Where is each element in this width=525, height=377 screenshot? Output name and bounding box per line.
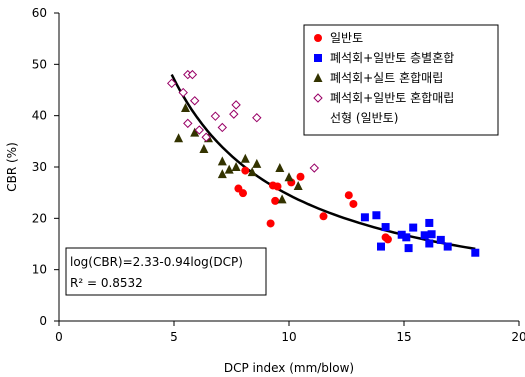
data-point [277,194,287,204]
x-tick-label: 20 [511,330,525,344]
y-tick-label: 50 [32,57,47,71]
data-point [443,242,452,251]
equation-frame [65,247,267,296]
data-point [381,223,390,232]
equation-text: log(CBR)=2.33-0.94log(DCP) [70,255,243,269]
legend-label: 폐석회+일반토 층별혼합 [330,51,454,65]
legend-label: 폐석회+실트 혼합매립 [330,71,443,85]
data-point [309,163,320,173]
y-tick-label: 0 [39,314,47,328]
legend-marker [314,34,322,42]
x-tick-label: 0 [55,330,63,344]
data-point [229,109,239,119]
y-tick-label: 60 [32,6,47,20]
data-point [425,239,434,248]
data-point [217,169,227,179]
data-point [372,211,381,220]
data-point [273,182,282,191]
r-squared-text: R² = 0.8532 [70,276,143,290]
data-point [217,156,227,166]
y-tick-label: 20 [32,211,47,225]
y-axis-title: CBR (%) [5,142,19,192]
data-point [174,133,184,143]
data-point [383,235,392,244]
y-tick-label: 10 [32,263,47,277]
y-axis-ticks: 0 10 20 30 40 50 60 [32,6,59,328]
data-point [420,231,429,240]
x-tick-label: 5 [170,330,178,344]
x-tick-label: 15 [396,330,411,344]
data-point [247,167,257,177]
data-point [231,100,241,110]
data-point [425,218,434,227]
data-point [224,164,234,174]
x-axis-ticks: 0 5 10 15 20 [55,321,525,344]
y-tick-label: 30 [32,160,47,174]
y-tick-label: 40 [32,109,47,123]
data-point [404,244,413,253]
legend-marker [314,54,322,62]
data-point [166,78,177,89]
data-point [349,199,358,208]
data-point [240,153,250,163]
data-point [296,172,305,181]
data-point [239,189,247,198]
data-point [189,96,200,106]
data-point [194,125,205,135]
data-point [436,235,445,244]
data-points [166,69,480,257]
data-point [397,230,406,239]
data-point [190,127,200,137]
data-point [319,212,328,221]
data-point [409,223,418,232]
data-point [360,213,369,222]
data-point [181,102,190,112]
data-point [271,196,280,205]
legend-marker [313,73,323,82]
data-point [217,122,228,133]
data-point [293,180,303,190]
fit-line [170,74,476,251]
data-point [266,219,275,228]
data-point [427,230,436,239]
data-point [199,144,209,154]
data-point [252,158,262,168]
legend-label: 일반토 [330,31,363,45]
data-point [402,233,411,242]
data-point [252,113,262,123]
data-point [178,87,188,98]
data-point [344,191,353,200]
data-point [210,111,221,121]
data-point [377,242,385,251]
legend-label: 선형 (일반토) [330,111,398,125]
legend-marker [313,93,323,103]
data-point [241,166,250,175]
legend-label: 폐석회+일반토 혼합매립 [330,91,454,105]
x-axis-title: DCP index (mm/blow) [224,361,354,375]
equation-box: log(CBR)=2.33-0.94log(DCP) R² = 0.8532 [65,247,267,296]
data-point [284,172,294,182]
legend-box [303,24,499,136]
data-point [231,162,241,171]
data-point [275,163,285,173]
data-point [471,248,480,257]
x-tick-label: 10 [281,330,296,344]
data-point [187,69,198,80]
data-point [183,118,193,129]
data-point [201,132,211,142]
